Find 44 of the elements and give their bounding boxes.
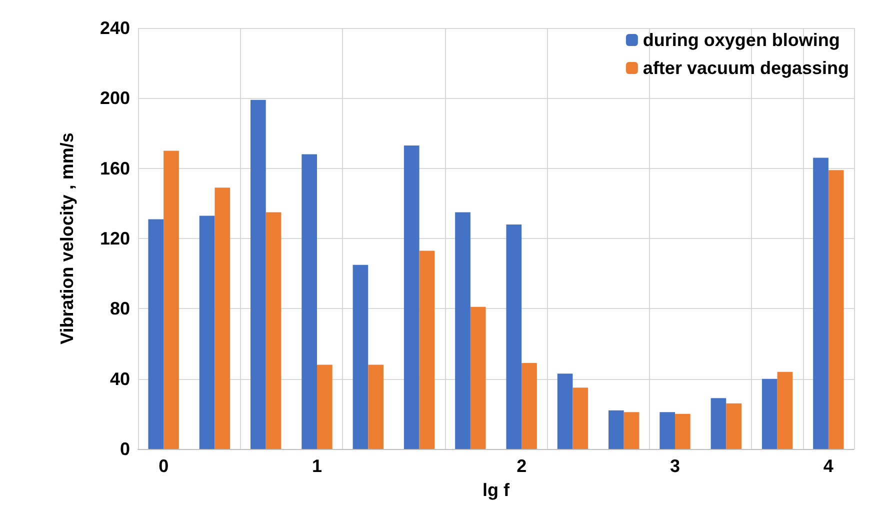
bar [164, 150, 179, 449]
bar [404, 146, 420, 449]
y-tick-label: 240 [100, 18, 130, 38]
bar [317, 364, 332, 449]
bar [762, 378, 778, 449]
bar [522, 363, 537, 449]
bar [710, 398, 726, 449]
x-tick-label: 3 [670, 456, 680, 476]
bar [250, 100, 266, 449]
bar [352, 264, 368, 449]
bar [266, 212, 282, 449]
y-tick-label: 160 [100, 158, 130, 178]
x-tick-label: 1 [312, 456, 322, 476]
bar [302, 154, 317, 449]
bar [813, 158, 828, 449]
bar [470, 306, 486, 449]
y-tick-label: 40 [110, 368, 130, 389]
bar [675, 414, 690, 449]
bar [455, 212, 470, 449]
x-tick-label: 0 [158, 456, 169, 476]
bar [557, 374, 573, 449]
x-axis-title: lg f [482, 480, 510, 500]
legend-label: during oxygen blowing [642, 30, 840, 50]
bar [828, 170, 844, 449]
bar [608, 410, 624, 449]
y-tick-label: 120 [100, 228, 130, 248]
bar [660, 412, 675, 449]
y-axis-title: Vibration velocity , mm/s [57, 132, 77, 344]
legend-label: after vacuum degassing [642, 58, 850, 78]
bar [419, 250, 435, 449]
y-tick-label: 80 [110, 298, 130, 319]
x-tick-label: 4 [823, 456, 834, 476]
y-tick-label: 200 [100, 88, 130, 108]
bar [624, 412, 640, 449]
x-tick-label: 2 [516, 456, 527, 476]
y-tick-label: 0 [120, 439, 130, 459]
bar [148, 219, 164, 449]
bar [214, 188, 230, 449]
bar [199, 216, 215, 449]
bar [572, 388, 588, 449]
bar [506, 224, 522, 449]
bar [368, 364, 384, 449]
bar [777, 372, 793, 449]
bar [726, 403, 742, 449]
